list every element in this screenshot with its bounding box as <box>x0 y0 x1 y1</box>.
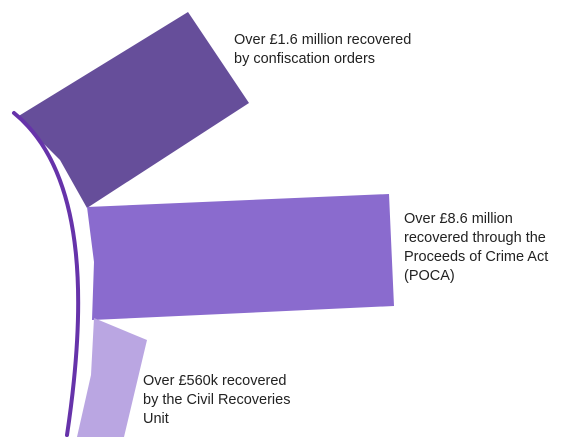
source-arc <box>12 111 81 437</box>
confiscation-orders-band <box>17 12 249 208</box>
label-line: Proceeds of Crime Act <box>404 249 549 265</box>
confiscation-orders-label: Over £1.6 million recovered by confiscat… <box>234 31 411 69</box>
label-line: by the Civil Recoveries <box>143 392 291 408</box>
poca-label: Over £8.6 million recovered through the … <box>404 210 548 286</box>
label-line: by confiscation orders <box>234 51 376 67</box>
label-line: Unit <box>143 411 169 427</box>
label-line: Over £1.6 million recovered <box>234 32 412 48</box>
civil-recoveries-label: Over £560k recovered by the Civil Recove… <box>143 372 290 429</box>
label-line: Over £560k recovered <box>143 373 287 389</box>
label-line: recovered through the <box>404 230 546 246</box>
label-line: Over £8.6 million <box>404 211 513 227</box>
poca-band <box>87 194 394 320</box>
label-line: (POCA) <box>404 268 455 284</box>
civil-recoveries-band <box>77 318 147 437</box>
